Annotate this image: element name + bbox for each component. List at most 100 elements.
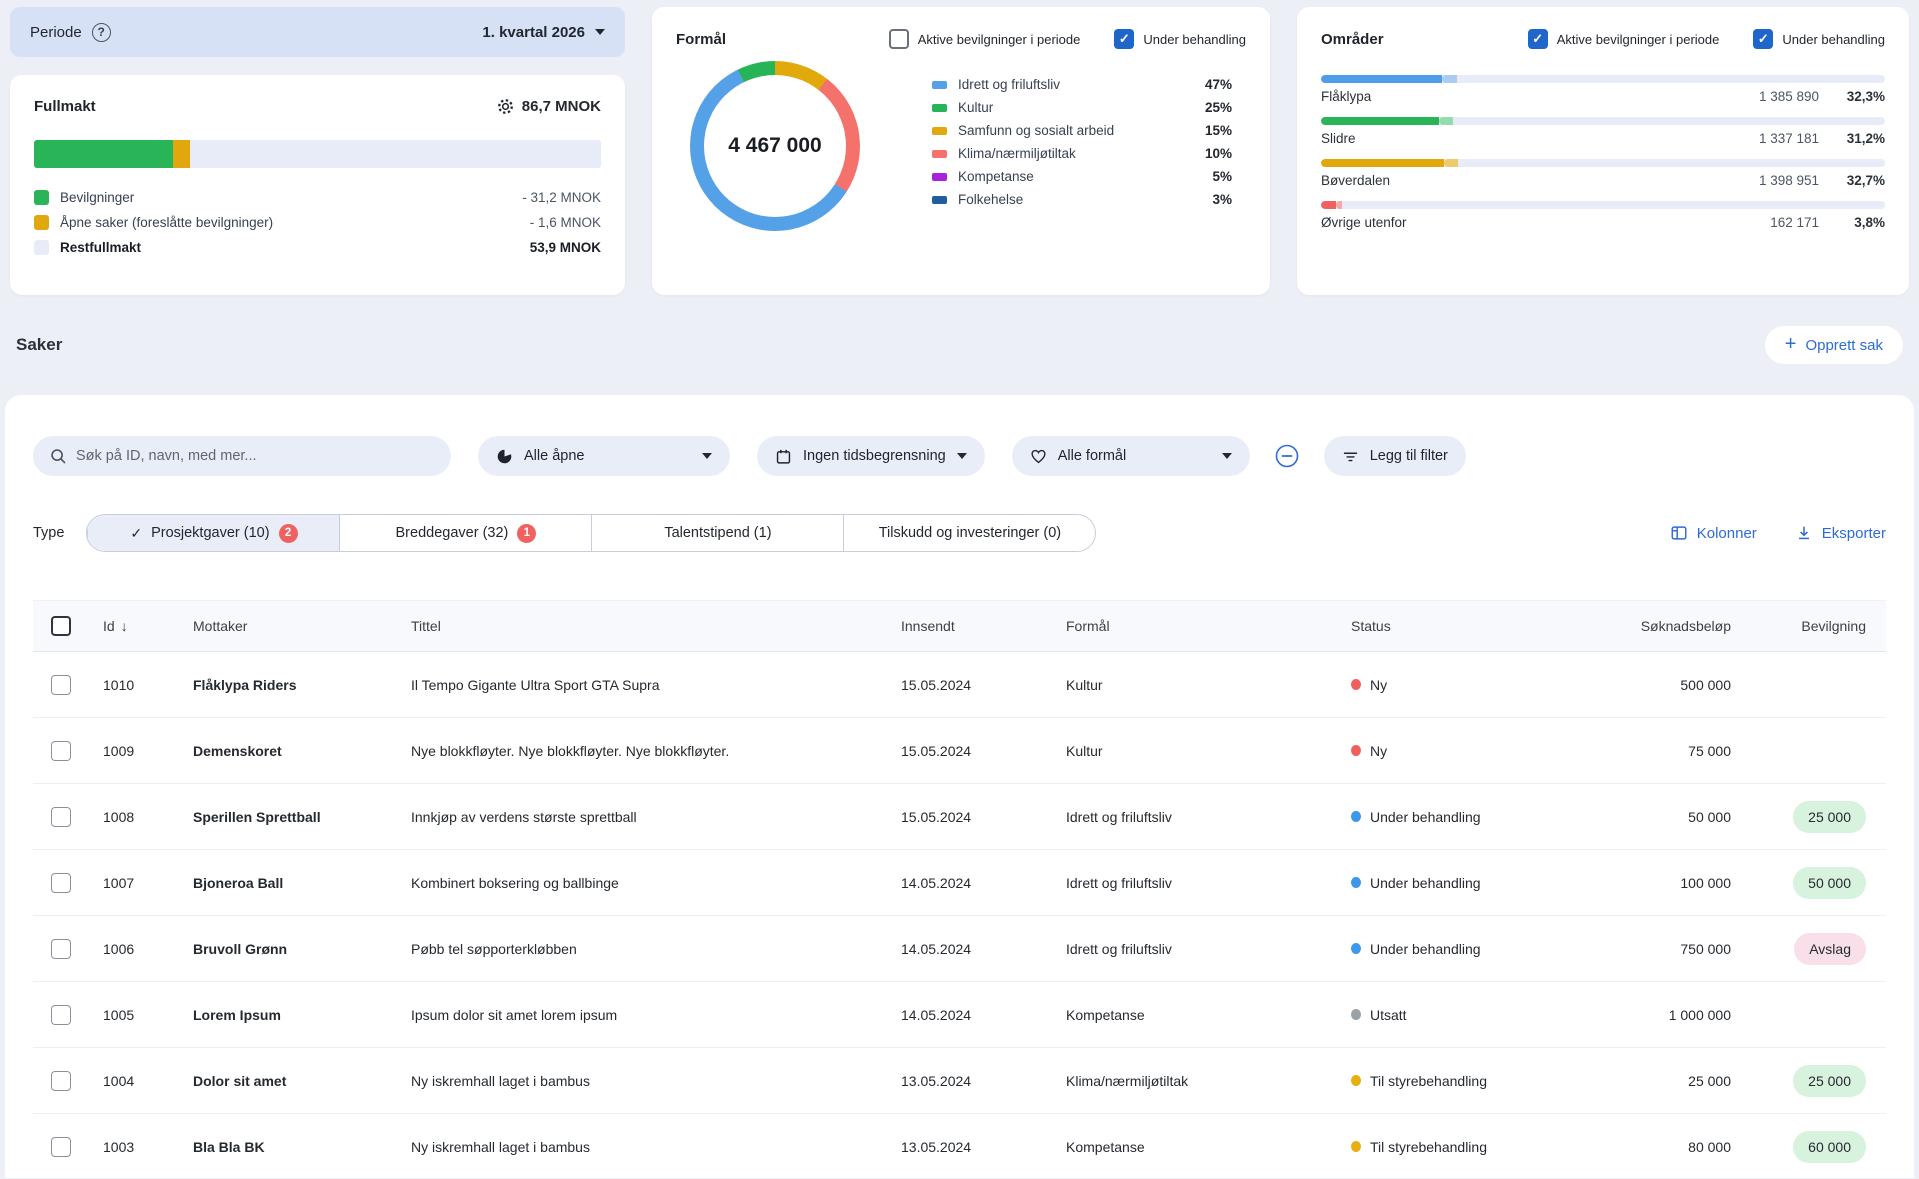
checkbox-label: Aktive bevilgninger i periode <box>1557 32 1720 47</box>
remove-filter-button[interactable] <box>1271 440 1303 472</box>
tab-count-badge: 1 <box>517 524 536 543</box>
status-dot <box>1351 679 1361 690</box>
fullmakt-legend-row: Åpne saker (foreslåtte bevilgninger) - 1… <box>34 215 601 230</box>
row-checkbox[interactable] <box>51 1071 71 1091</box>
filter-checkbox[interactable]: ✓ Aktive bevilgninger i periode <box>889 29 1081 49</box>
type-label: Type <box>33 525 64 541</box>
cell-formal: Kultur <box>1066 677 1351 693</box>
column-header-soknadsbelop[interactable]: Søknadsbeløp <box>1601 618 1731 634</box>
left-column: Periode ? 1. kvartal 2026 Fullmakt <box>10 7 625 295</box>
type-row: Type ✓ Prosjektgaver (10) 2 ✓ Breddegave… <box>33 514 1886 552</box>
formal-legend-row: Folkehelse 3% <box>932 192 1232 207</box>
table-row[interactable]: 1003 Bla Bla BK Ny iskremhall laget i ba… <box>33 1114 1886 1179</box>
row-checkbox[interactable] <box>51 873 71 893</box>
row-checkbox[interactable] <box>51 807 71 827</box>
table-row[interactable]: 1004 Dolor sit amet Ny iskremhall laget … <box>33 1048 1886 1114</box>
legend-percent: 47% <box>1205 77 1232 92</box>
omrader-bars: Flåklypa 1 385 890 32,3% Slidre <box>1321 75 1885 230</box>
column-header-id[interactable]: Id↓ <box>103 618 193 634</box>
cell-id: 1008 <box>103 809 193 825</box>
period-selector[interactable]: Periode ? 1. kvartal 2026 <box>10 7 625 57</box>
cell-mottaker: Bjoneroa Ball <box>193 875 411 891</box>
type-tab[interactable]: ✓ Tilskudd og investeringer (0) <box>843 515 1095 551</box>
row-checkbox[interactable] <box>51 675 71 695</box>
row-checkbox[interactable] <box>51 1005 71 1025</box>
cell-id: 1004 <box>103 1073 193 1089</box>
type-tab[interactable]: ✓ Talentstipend (1) <box>591 515 843 551</box>
heart-icon <box>1030 448 1047 465</box>
legend-color-chip <box>932 104 947 112</box>
checkbox-icon[interactable]: ✓ <box>889 29 909 49</box>
legend-label: Klima/nærmiljøtiltak <box>958 146 1076 161</box>
columns-button[interactable]: Kolonner <box>1670 524 1757 542</box>
time-filter-dropdown[interactable]: Ingen tidsbegrensning <box>757 436 985 476</box>
add-filter-button[interactable]: Legg til filter <box>1324 436 1466 476</box>
table-row[interactable]: 1006 Bruvoll Grønn Pøbb tel søpporterklø… <box>33 916 1886 982</box>
add-filter-label: Legg til filter <box>1370 448 1448 464</box>
filter-checkbox[interactable]: ✓ Under behandling <box>1753 29 1885 49</box>
cell-status: Under behandling <box>1351 809 1601 825</box>
export-button[interactable]: Eksporter <box>1795 524 1886 542</box>
type-tab[interactable]: ✓ Prosjektgaver (10) 2 <box>87 515 339 551</box>
checkbox-icon[interactable]: ✓ <box>1114 29 1134 49</box>
pie-icon <box>496 448 513 465</box>
bar-fill <box>1321 159 1444 167</box>
cell-soknadsbelop: 75 000 <box>1601 743 1731 759</box>
tab-label: Prosjektgaver (10) <box>151 525 269 541</box>
legend-value: - 31,2 MNOK <box>522 190 601 205</box>
bar-percent: 3,8% <box>1839 215 1885 230</box>
bar-label: Flåklypa <box>1321 89 1371 104</box>
fullmakt-title: Fullmakt <box>34 98 96 115</box>
status-label: Ny <box>1370 677 1387 693</box>
type-tab[interactable]: ✓ Breddegaver (32) 1 <box>339 515 591 551</box>
table-row[interactable]: 1008 Sperillen Sprettball Innkjøp av ver… <box>33 784 1886 850</box>
table-row[interactable]: 1007 Bjoneroa Ball Kombinert boksering o… <box>33 850 1886 916</box>
create-case-button[interactable]: + Opprett sak <box>1765 326 1903 364</box>
bevilgning-badge: 60 000 <box>1793 1131 1866 1163</box>
status-label: Under behandling <box>1370 809 1481 825</box>
column-header-mottaker[interactable]: Mottaker <box>193 618 411 634</box>
select-all-checkbox[interactable] <box>51 616 71 636</box>
column-header-tittel[interactable]: Tittel <box>411 618 901 634</box>
checkbox-icon[interactable]: ✓ <box>1528 29 1548 49</box>
legend-percent: 5% <box>1212 169 1232 184</box>
legend-value: 53,9 MNOK <box>530 240 601 255</box>
column-header-formal[interactable]: Formål <box>1066 618 1351 634</box>
formal-filter-dropdown[interactable]: Alle formål <box>1012 436 1250 476</box>
tab-count-badge: 2 <box>279 524 298 543</box>
row-checkbox[interactable] <box>51 1137 71 1157</box>
filter-checkbox[interactable]: ✓ Under behandling <box>1114 29 1246 49</box>
status-filter-dropdown[interactable]: Alle åpne <box>478 436 730 476</box>
table-row[interactable]: 1010 Flåklypa Riders Il Tempo Gigante Ul… <box>33 652 1886 718</box>
tab-label: Talentstipend (1) <box>664 525 771 541</box>
legend-label: Samfunn og sosialt arbeid <box>958 123 1114 138</box>
column-header-innsendt[interactable]: Innsendt <box>901 618 1066 634</box>
table-row[interactable]: 1005 Lorem Ipsum Ipsum dolor sit amet lo… <box>33 982 1886 1048</box>
row-checkbox[interactable] <box>51 939 71 959</box>
legend-color-chip <box>34 215 49 230</box>
gear-icon[interactable] <box>496 97 515 116</box>
filter-checkbox[interactable]: ✓ Aktive bevilgninger i periode <box>1528 29 1720 49</box>
column-header-bevilgning[interactable]: Bevilgning <box>1731 618 1896 634</box>
status-label: Under behandling <box>1370 875 1481 891</box>
fullmakt-bar-segment <box>34 140 173 168</box>
cell-mottaker: Sperillen Sprettball <box>193 809 411 825</box>
omrader-card: Områder ✓ Aktive bevilgninger i periode … <box>1297 7 1909 295</box>
cell-formal: Idrett og friluftsliv <box>1066 941 1351 957</box>
table-row[interactable]: 1009 Demenskoret Nye blokkfløyter. Nye b… <box>33 718 1886 784</box>
column-header-status[interactable]: Status <box>1351 618 1601 634</box>
type-tabs: ✓ Prosjektgaver (10) 2 ✓ Breddegaver (32… <box>86 514 1096 552</box>
legend-color-chip <box>932 150 947 158</box>
cell-mottaker: Bla Bla BK <box>193 1139 411 1155</box>
search-input[interactable] <box>76 448 435 464</box>
legend-color-chip <box>932 196 947 204</box>
cell-status: Utsatt <box>1351 1007 1601 1023</box>
row-checkbox[interactable] <box>51 741 71 761</box>
bar-track <box>1321 201 1885 209</box>
help-icon[interactable]: ? <box>92 23 111 42</box>
search-box[interactable] <box>33 436 451 476</box>
status-label: Til styrebehandling <box>1370 1139 1487 1155</box>
checkbox-icon[interactable]: ✓ <box>1753 29 1773 49</box>
formal-donut-chart: 4 467 000 <box>690 61 860 231</box>
checkbox-label: Under behandling <box>1143 32 1246 47</box>
